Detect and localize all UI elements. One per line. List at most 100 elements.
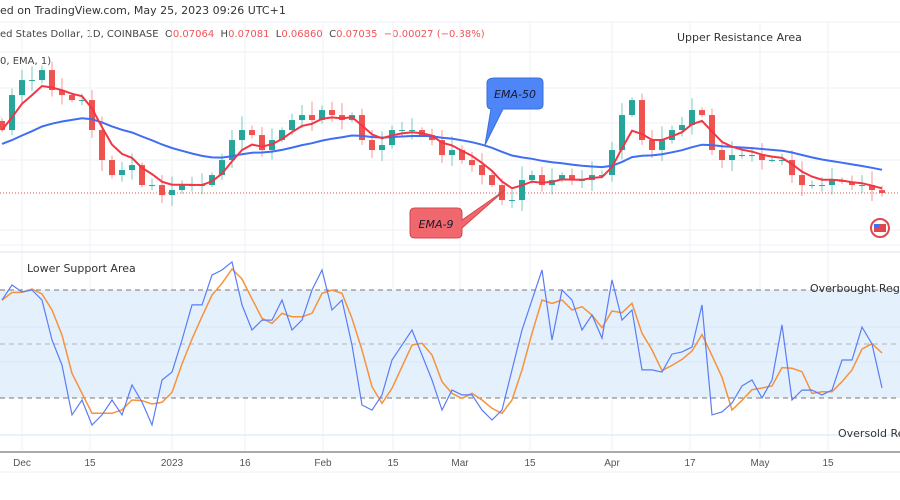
candle-down [569,175,575,181]
candle-up [749,155,755,157]
time-axis-tick: 15 [84,458,96,469]
candle-down [139,165,145,186]
candle-down [699,110,705,116]
candle-down [429,135,435,141]
candle-down [879,190,885,193]
stochastic-d-line [1,267,883,415]
candle-up [609,150,615,176]
candle-up [169,190,175,196]
candle-up [29,80,35,82]
candle-up [829,180,835,186]
candle-up [779,160,785,162]
candle-up [859,185,865,187]
candle-down [639,100,645,141]
candle-up [19,80,25,96]
ema-9-line [1,84,883,190]
change-value: −0.00027 (−0.38%) [383,29,485,40]
candle-up [289,120,295,131]
candle-up [39,70,45,81]
candle-up [529,175,535,181]
candle-up [409,130,415,132]
candle-up [209,175,215,186]
candle-down [359,115,365,141]
candle-down [649,140,655,151]
candle-down [759,155,765,161]
time-axis-tick: Apr [604,458,620,469]
candle-up [819,185,825,187]
candle-down [479,165,485,176]
published-header: ed on TradingView.com, May 25, 2023 09:2… [0,4,286,17]
candle-up [449,150,455,156]
candle-down [329,110,335,116]
open-label: O [164,29,173,40]
candle-up [769,160,775,162]
candle-up [179,185,185,191]
ema-50-callout [484,77,544,146]
candle-down [249,130,255,136]
candle-down [719,150,725,161]
time-axis-tick: 15 [524,458,536,469]
symbol-name: ed States Dollar, 1D, COINBASE [0,29,159,40]
time-axis-tick: Mar [451,458,469,469]
time-axis-tick: 15 [387,458,399,469]
candle-up [629,100,635,116]
candle-down [869,185,875,191]
high-value: 0.07081 [228,29,270,40]
candle-up [399,130,405,132]
candle-down [159,185,165,196]
candle-down [99,130,105,161]
time-axis-tick: Feb [314,458,332,469]
candle-down [459,150,465,161]
ema-50-callout-text: EMA-50 [494,88,536,101]
candle-down [489,175,495,186]
candle-down [469,160,475,166]
candle-down [89,100,95,131]
candle-up [379,145,385,151]
candle-up [319,110,325,121]
open-value: 0.07064 [172,29,215,40]
time-axis-tick: 17 [684,458,696,469]
stochastic-k-line [1,260,883,427]
candle-down [439,140,445,156]
candle-down [59,90,65,96]
candle-down [49,70,55,91]
candle-up [239,130,245,141]
time-axis-tick: 16 [239,458,251,469]
candle-up [509,200,515,202]
time-axis-tick: 15 [822,458,834,469]
candle-up [299,115,305,121]
candle-up [659,140,665,151]
candle-up [149,185,155,187]
candle-up [9,95,15,131]
candle-up [689,110,695,126]
oversold-label: Oversold Re [838,427,900,440]
candle-down [259,135,265,151]
candle-down [109,160,115,176]
flag-logo-icon [874,224,886,232]
candle-up [599,175,605,177]
candle-up [619,115,625,151]
close-label: C [329,29,337,40]
candle-down [789,160,795,176]
candle-up [729,155,735,161]
candle-up [119,170,125,176]
candle-up [229,140,235,161]
candle-up [79,100,85,102]
high-label: H [220,29,229,40]
upper-resistance-label: Upper Resistance Area [677,31,802,44]
candle-down [69,95,75,101]
candle-down [539,175,545,186]
symbol-info-line: ed States Dollar, 1D, COINBASE O0.07064 … [0,29,485,40]
lower-support-label: Lower Support Area [27,262,136,275]
indicator-legend[interactable]: 0, EMA, 1) [0,56,52,67]
candle-down [369,140,375,151]
candle-up [219,160,225,176]
candle-up [739,155,745,157]
ema-9-callout [409,189,506,239]
low-label: L [275,29,282,40]
time-axis-tick: 2023 [161,458,184,469]
candle-up [129,165,135,171]
close-value: 0.07035 [336,29,378,40]
candle-up [809,185,815,187]
